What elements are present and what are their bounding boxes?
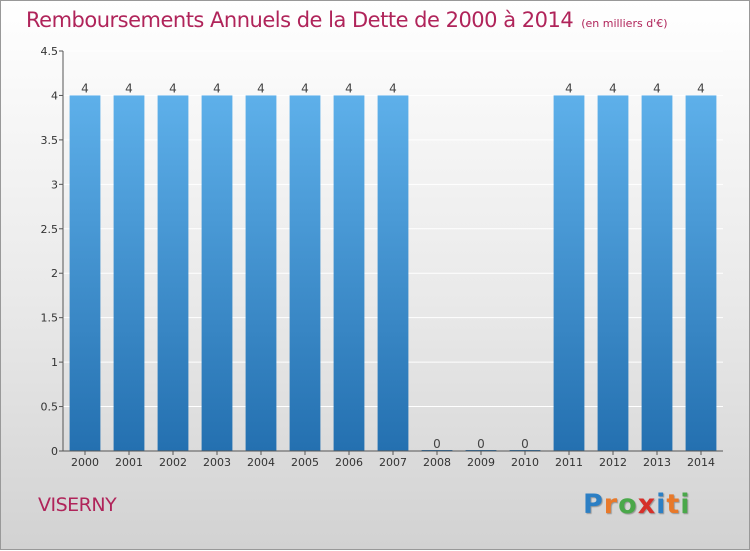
x-tick-label: 2001 <box>115 456 143 469</box>
bar <box>597 95 629 451</box>
data-label: 4 <box>125 81 133 95</box>
data-label: 4 <box>389 81 397 95</box>
logo-letter: x <box>637 489 657 520</box>
x-tick-label: 2003 <box>203 456 231 469</box>
y-tick-label: 3.5 <box>41 134 59 147</box>
logo-letter: t <box>666 489 681 520</box>
bar <box>685 95 717 451</box>
data-label: 4 <box>653 81 661 95</box>
y-tick-label: 2 <box>51 267 58 280</box>
x-tick-label: 2002 <box>159 456 187 469</box>
x-tick-label: 2004 <box>247 456 275 469</box>
y-tick-label: 0.5 <box>41 401 59 414</box>
data-label: 4 <box>81 81 89 95</box>
x-tick-label: 2009 <box>467 456 495 469</box>
bar <box>333 95 365 451</box>
bar <box>69 95 101 451</box>
bar <box>289 95 321 451</box>
unit-label: (en milliers d'€) <box>581 17 668 30</box>
bar <box>245 95 277 451</box>
x-tick-label: 2008 <box>423 456 451 469</box>
x-tick-label: 2000 <box>71 456 99 469</box>
bar <box>377 95 409 451</box>
data-label: 4 <box>169 81 177 95</box>
y-tick-label: 0 <box>51 445 58 458</box>
bar <box>201 95 233 451</box>
bar <box>553 95 585 451</box>
y-tick-label: 1 <box>51 356 58 369</box>
y-tick-label: 4.5 <box>41 45 59 58</box>
x-tick-label: 2007 <box>379 456 407 469</box>
logo-letter: o <box>618 489 638 520</box>
data-label: 4 <box>257 81 265 95</box>
logo-letter: i <box>680 489 691 520</box>
data-label: 0 <box>477 437 485 451</box>
bar <box>157 95 189 451</box>
data-label: 4 <box>565 81 573 95</box>
y-tick-label: 1.5 <box>41 312 59 325</box>
logo-letter: r <box>603 489 619 520</box>
chart-title: Remboursements Annuels de la Dette de 20… <box>26 8 667 32</box>
x-tick-label: 2005 <box>291 456 319 469</box>
x-tick-label: 2011 <box>555 456 583 469</box>
x-tick-label: 2014 <box>687 456 715 469</box>
x-tick-label: 2006 <box>335 456 363 469</box>
proxiti-logo: Proxiti <box>583 489 691 520</box>
data-label: 4 <box>213 81 221 95</box>
y-tick-label: 4 <box>51 89 58 102</box>
y-tick-label: 2.5 <box>41 223 59 236</box>
y-tick-label: 3 <box>51 178 58 191</box>
bar <box>113 95 145 451</box>
logo-letter: P <box>583 489 604 520</box>
data-label: 4 <box>609 81 617 95</box>
logo-letter: i <box>656 489 667 520</box>
data-label: 0 <box>521 437 529 451</box>
data-label: 4 <box>301 81 309 95</box>
data-label: 4 <box>345 81 353 95</box>
data-label: 4 <box>697 81 705 95</box>
x-tick-label: 2013 <box>643 456 671 469</box>
commune-name: VISERNY <box>38 494 117 516</box>
x-tick-label: 2010 <box>511 456 539 469</box>
data-label: 0 <box>433 437 441 451</box>
bar <box>641 95 673 451</box>
x-tick-label: 2012 <box>599 456 627 469</box>
title-text: Remboursements Annuels de la Dette de 20… <box>26 8 574 32</box>
